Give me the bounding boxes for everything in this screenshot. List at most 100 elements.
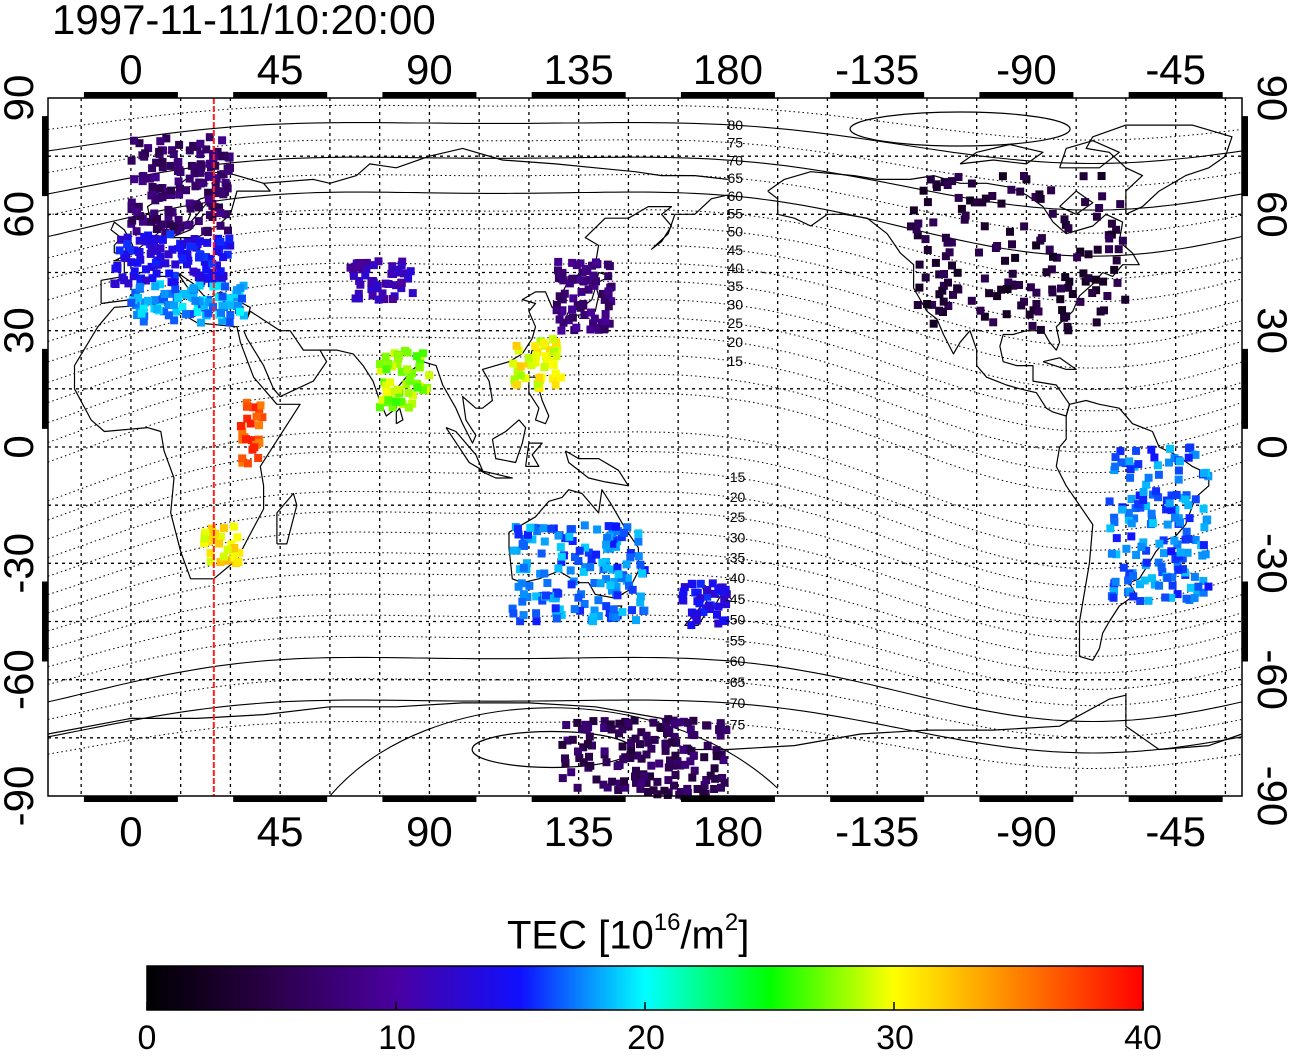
tec-pixel bbox=[216, 281, 225, 290]
bottom-lon-tick: 45 bbox=[257, 808, 304, 855]
tec-pixel bbox=[226, 241, 235, 250]
top-lon-tick: -45 bbox=[1145, 46, 1206, 93]
tec-pixel bbox=[687, 621, 696, 630]
tec-pixel bbox=[689, 716, 698, 725]
tec-pixel bbox=[561, 754, 569, 763]
tec-pixel bbox=[147, 191, 156, 200]
tec-pixel bbox=[640, 772, 649, 781]
tec-pixel bbox=[564, 316, 573, 325]
tec-pixel bbox=[563, 736, 572, 745]
tec-pixel bbox=[1134, 460, 1143, 469]
tec-pixel bbox=[254, 454, 263, 462]
tec-pixel bbox=[604, 272, 613, 281]
tec-pixel bbox=[644, 738, 653, 747]
tec-pixel bbox=[575, 754, 584, 762]
tec-pixel bbox=[935, 270, 944, 279]
tec-pixel bbox=[123, 233, 132, 242]
tec-pixel bbox=[557, 611, 566, 619]
tec-pixel bbox=[1127, 532, 1136, 541]
coastline bbox=[263, 147, 728, 184]
tec-pixel bbox=[623, 523, 632, 532]
tec-pixel bbox=[628, 606, 636, 615]
tec-pixel bbox=[627, 746, 636, 755]
tec-pixel bbox=[1058, 306, 1067, 315]
tec-pixel bbox=[162, 134, 171, 143]
tec-pixel bbox=[526, 523, 535, 532]
tec-pixel bbox=[566, 566, 575, 575]
tec-pixel bbox=[708, 579, 717, 588]
tec-pixel bbox=[1144, 596, 1153, 605]
tec-pixel bbox=[1017, 301, 1026, 310]
tec-pixel bbox=[557, 307, 566, 316]
tec-pixel bbox=[397, 278, 406, 287]
contour-line bbox=[47, 373, 1243, 474]
tec-pixel bbox=[1042, 268, 1051, 277]
tec-pixel bbox=[1167, 593, 1176, 602]
tec-pixel bbox=[647, 761, 656, 770]
tec-pixel bbox=[519, 590, 528, 599]
contour-label: -45 bbox=[725, 591, 745, 607]
tec-pixel bbox=[622, 576, 631, 585]
tec-pixel bbox=[1134, 500, 1143, 509]
tec-pixel bbox=[218, 292, 227, 301]
tec-pixel bbox=[145, 174, 154, 183]
tec-pixel bbox=[921, 235, 930, 244]
coastline bbox=[276, 492, 298, 545]
tec-pixel bbox=[673, 757, 682, 766]
tec-pixel bbox=[638, 569, 646, 578]
tec-pixel bbox=[558, 774, 567, 783]
tec-pixel bbox=[1183, 548, 1192, 557]
tec-pixel bbox=[554, 531, 563, 540]
tec-pixel bbox=[238, 427, 247, 436]
tec-pixel bbox=[711, 589, 719, 598]
tec-pixel bbox=[997, 285, 1006, 294]
tec-pixel bbox=[584, 723, 593, 732]
tec-pixel bbox=[621, 753, 630, 762]
tec-pixel bbox=[358, 265, 367, 274]
tec-pixel bbox=[1142, 480, 1151, 489]
tec-pixel bbox=[218, 316, 227, 325]
tec-pixel bbox=[1110, 513, 1119, 522]
tec-pixel bbox=[634, 529, 643, 538]
tec-pixel bbox=[594, 596, 603, 605]
tec-pixel bbox=[579, 301, 587, 310]
tec-pixel bbox=[923, 246, 932, 254]
tec-pixel bbox=[714, 585, 723, 594]
tec-pixel bbox=[1150, 453, 1159, 462]
tec-pixel bbox=[1140, 576, 1149, 585]
tec-pixel bbox=[535, 373, 544, 382]
contour-line bbox=[329, 707, 779, 797]
tec-pixel bbox=[1150, 580, 1159, 589]
tec-pixel bbox=[170, 301, 178, 310]
tec-pixel bbox=[161, 259, 170, 268]
tec-pixel bbox=[539, 339, 548, 348]
coastline bbox=[1059, 140, 1120, 169]
tec-pixel bbox=[1016, 187, 1025, 196]
tec-pixel bbox=[408, 289, 417, 298]
tec-pixel bbox=[589, 319, 598, 328]
tec-pixel bbox=[141, 276, 150, 285]
tec-pixel bbox=[148, 183, 157, 191]
tec-pixel bbox=[1137, 543, 1146, 551]
tec-pixel bbox=[176, 184, 184, 193]
tec-pixel bbox=[1174, 475, 1183, 484]
tec-pixel bbox=[612, 583, 621, 591]
tec-pixel bbox=[375, 403, 384, 412]
tec-pixel bbox=[561, 534, 570, 543]
tec-pixel bbox=[1035, 190, 1044, 199]
tec-pixel bbox=[1032, 300, 1041, 308]
tec-pixel bbox=[607, 725, 616, 734]
tec-pixel bbox=[151, 173, 160, 182]
tec-pixel bbox=[722, 600, 731, 609]
tec-pixel bbox=[153, 215, 162, 223]
tec-pixel bbox=[1110, 518, 1119, 526]
contour-label: 60 bbox=[727, 188, 743, 204]
tec-pixel bbox=[196, 139, 205, 148]
tec-pixel bbox=[219, 552, 228, 561]
tec-pixel bbox=[235, 549, 244, 557]
tec-pixel bbox=[603, 533, 612, 542]
tec-pixel bbox=[1182, 527, 1191, 536]
tec-pixel bbox=[943, 181, 952, 189]
tec-pixel bbox=[1032, 288, 1041, 297]
tec-pixel bbox=[699, 788, 708, 797]
